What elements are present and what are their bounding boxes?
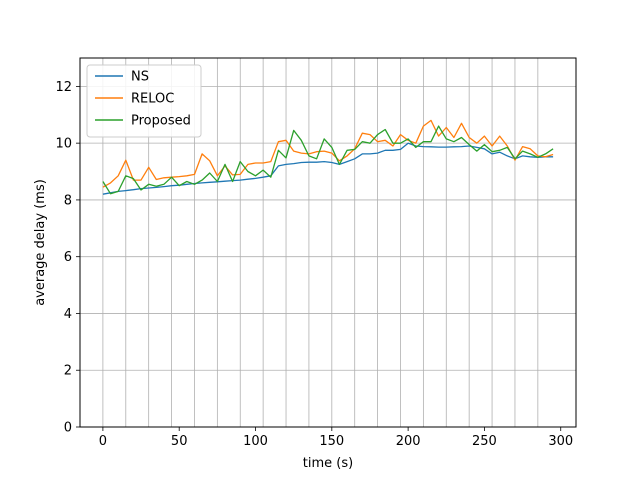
series-line-reloc xyxy=(102,119,554,188)
legend: NS RELOC Proposed xyxy=(86,64,202,138)
x-tick-label: 150 xyxy=(319,434,344,449)
x-tick-label: 100 xyxy=(243,434,268,449)
y-tick-label: 0 xyxy=(64,421,72,436)
y-tick-label: 12 xyxy=(55,80,72,95)
y-axis-label: average delay (ms) xyxy=(33,179,48,306)
x-axis-label: time (s) xyxy=(303,456,353,471)
series-line-proposed xyxy=(102,125,554,195)
plot-frame xyxy=(79,57,577,428)
x-tick-label: 250 xyxy=(472,434,497,449)
x-tick-label: 200 xyxy=(396,434,421,449)
grid-lines xyxy=(80,58,576,428)
y-tick-label: 10 xyxy=(55,137,72,152)
y-tick-label: 6 xyxy=(64,250,72,265)
series-line-ns xyxy=(102,142,554,195)
axis-ticks: 0 50 100 150 200 250 300 0 2 4 6 8 10 12 xyxy=(55,80,573,449)
series-lines xyxy=(102,119,554,195)
x-tick-label: 300 xyxy=(548,434,573,449)
legend-label-ns: NS xyxy=(131,70,149,85)
legend-label-reloc: RELOC xyxy=(131,92,174,107)
y-tick-label: 2 xyxy=(64,364,72,379)
y-tick-label: 8 xyxy=(64,193,72,208)
x-tick-label: 0 xyxy=(99,434,107,449)
legend-label-proposed: Proposed xyxy=(131,114,191,129)
legend-box xyxy=(86,64,202,138)
x-tick-label: 50 xyxy=(171,434,188,449)
y-tick-label: 4 xyxy=(64,307,72,322)
